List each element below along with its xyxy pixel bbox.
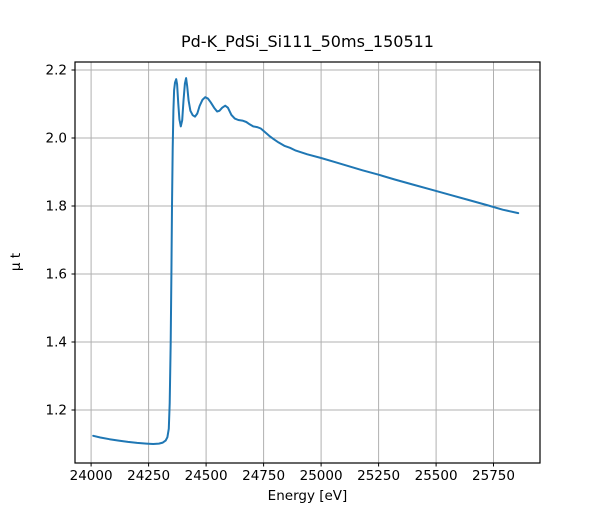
x-axis-label: Energy [eV] [268, 488, 348, 504]
x-tick-label: 24750 [242, 468, 285, 484]
x-tick-label: 24500 [185, 468, 228, 484]
y-axis-label: μ t [8, 253, 24, 271]
x-tick-label: 25250 [357, 468, 400, 484]
tick-marks [71, 69, 494, 467]
x-tick-label: 25000 [300, 468, 343, 484]
y-tick-label: 1.6 [46, 267, 67, 283]
x-tick-label: 25500 [415, 468, 458, 484]
x-tick-label: 24250 [127, 468, 170, 484]
plot-border [74, 61, 541, 464]
y-tick-label: 2.0 [46, 131, 67, 147]
y-tick-label: 1.2 [46, 403, 67, 419]
spectrum-line [92, 77, 520, 445]
tick-labels: 24000 24250 24500 24750 25000 25250 25500 25750… [46, 63, 515, 484]
y-tick-label: 1.4 [46, 335, 67, 351]
y-tick-label: 1.8 [46, 199, 67, 215]
y-tick-label: 2.2 [46, 63, 67, 79]
grid-lines [75, 62, 540, 463]
x-tick-label: 24000 [70, 468, 113, 484]
chart-title: Pd-K_PdSi_Si111_50ms_150511 [181, 32, 434, 52]
x-tick-label: 25750 [472, 468, 515, 484]
